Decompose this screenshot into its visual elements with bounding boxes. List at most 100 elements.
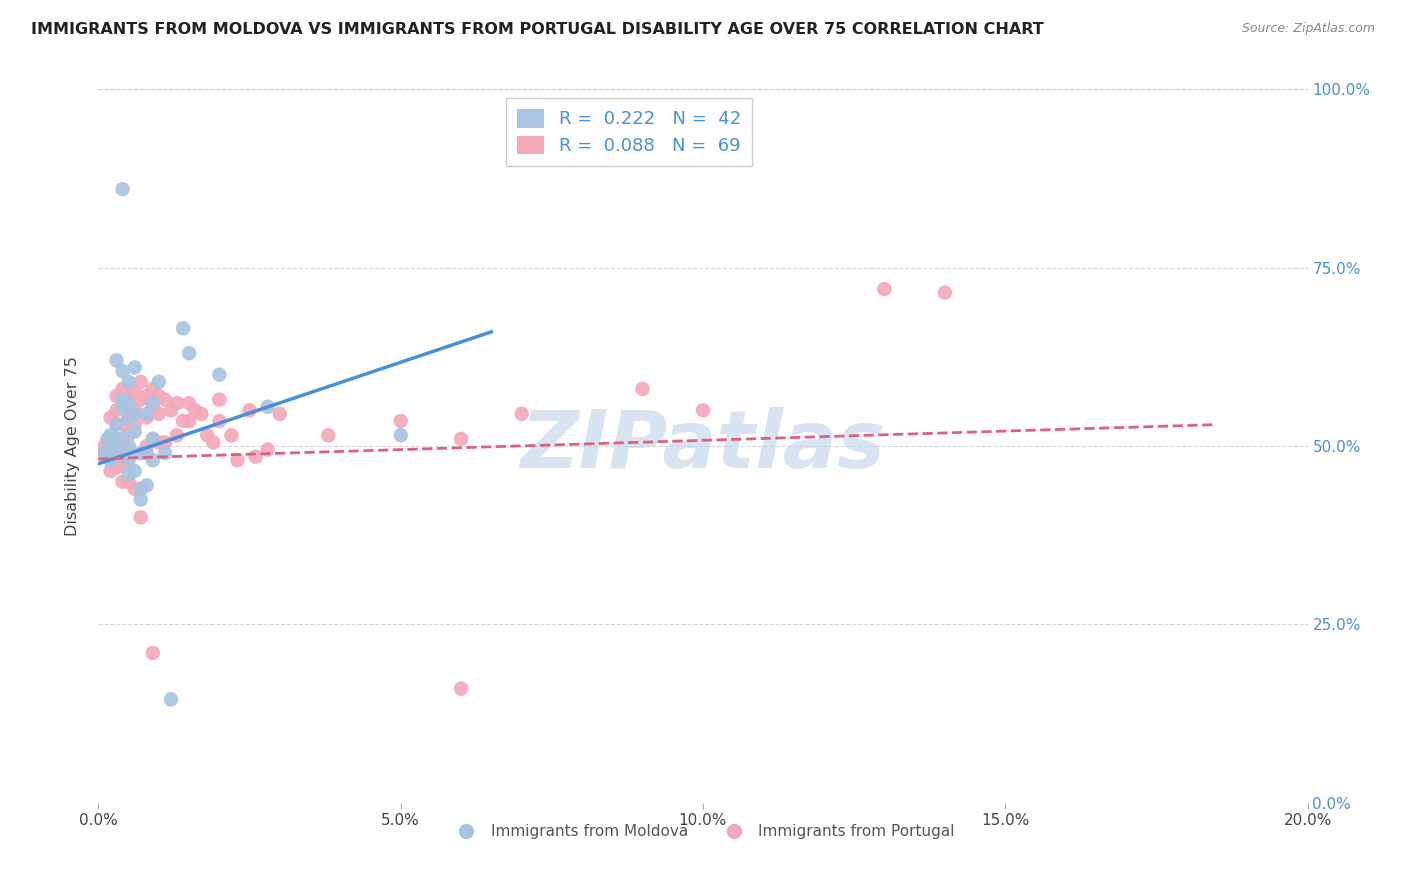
Point — [873, 282, 896, 296]
Point — [172, 321, 194, 335]
Point — [142, 400, 165, 414]
Point — [118, 467, 141, 482]
Point — [172, 414, 194, 428]
Point — [105, 432, 128, 446]
Point — [105, 439, 128, 453]
Point — [96, 432, 118, 446]
Point — [118, 375, 141, 389]
Point — [129, 482, 152, 496]
Point — [129, 482, 152, 496]
Point — [160, 403, 183, 417]
Point — [450, 432, 472, 446]
Point — [934, 285, 956, 300]
Point — [124, 403, 146, 417]
Point — [100, 410, 122, 425]
Point — [111, 400, 134, 414]
Point — [118, 453, 141, 467]
Point — [100, 464, 122, 478]
Point — [135, 439, 157, 453]
Point — [111, 400, 134, 414]
Point — [135, 410, 157, 425]
Point — [166, 396, 188, 410]
Point — [148, 407, 170, 421]
Point — [100, 442, 122, 457]
Point — [153, 446, 176, 460]
Point — [118, 410, 141, 425]
Point — [142, 382, 165, 396]
Point — [202, 435, 225, 450]
Point — [142, 432, 165, 446]
Point — [93, 450, 115, 464]
Point — [105, 446, 128, 460]
Point — [208, 392, 231, 407]
Point — [118, 428, 141, 442]
Point — [179, 396, 201, 410]
Point — [93, 439, 115, 453]
Point — [389, 428, 412, 442]
Point — [148, 389, 170, 403]
Point — [160, 692, 183, 706]
Text: ZIPatlas: ZIPatlas — [520, 407, 886, 485]
Point — [153, 392, 176, 407]
Point — [692, 403, 714, 417]
Point — [142, 453, 165, 467]
Point — [129, 510, 152, 524]
Point — [221, 428, 243, 442]
Point — [118, 396, 141, 410]
Point — [118, 439, 141, 453]
Point — [389, 414, 412, 428]
Text: IMMIGRANTS FROM MOLDOVA VS IMMIGRANTS FROM PORTUGAL DISABILITY AGE OVER 75 CORRE: IMMIGRANTS FROM MOLDOVA VS IMMIGRANTS FR… — [31, 22, 1043, 37]
Point — [111, 392, 134, 407]
Point — [105, 389, 128, 403]
Point — [124, 425, 146, 439]
Point — [111, 382, 134, 396]
Point — [135, 478, 157, 492]
Point — [129, 492, 152, 507]
Point — [124, 482, 146, 496]
Point — [129, 392, 152, 407]
Point — [190, 407, 212, 421]
Point — [142, 646, 165, 660]
Point — [316, 428, 339, 442]
Point — [111, 457, 134, 471]
Point — [208, 368, 231, 382]
Point — [148, 435, 170, 450]
Point — [239, 403, 262, 417]
Point — [631, 382, 654, 396]
Point — [105, 417, 128, 432]
Point — [510, 407, 533, 421]
Point — [100, 453, 122, 467]
Point — [208, 414, 231, 428]
Point — [124, 417, 146, 432]
Point — [129, 446, 152, 460]
Point — [179, 414, 201, 428]
Point — [118, 392, 141, 407]
Point — [91, 446, 114, 460]
Point — [124, 464, 146, 478]
Point — [142, 432, 165, 446]
Point — [135, 407, 157, 421]
Point — [100, 432, 122, 446]
Y-axis label: Disability Age Over 75: Disability Age Over 75 — [65, 356, 80, 536]
Text: Source: ZipAtlas.com: Source: ZipAtlas.com — [1241, 22, 1375, 36]
Point — [111, 417, 134, 432]
Point — [105, 446, 128, 460]
Point — [256, 400, 278, 414]
Point — [105, 432, 128, 446]
Point — [100, 428, 122, 442]
Point — [142, 396, 165, 410]
Point — [111, 432, 134, 446]
Point — [153, 435, 176, 450]
Point — [179, 346, 201, 360]
Point — [135, 389, 157, 403]
Point — [105, 353, 128, 368]
Point — [256, 442, 278, 457]
Point — [118, 410, 141, 425]
Point — [245, 450, 267, 464]
Point — [100, 446, 122, 460]
Point — [148, 375, 170, 389]
Point — [135, 446, 157, 460]
Legend: Immigrants from Moldova, Immigrants from Portugal: Immigrants from Moldova, Immigrants from… — [446, 818, 960, 845]
Point — [111, 475, 134, 489]
Point — [111, 182, 134, 196]
